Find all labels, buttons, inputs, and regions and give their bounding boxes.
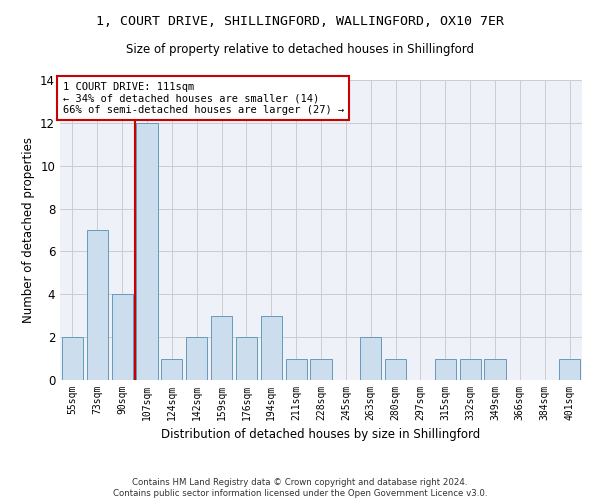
X-axis label: Distribution of detached houses by size in Shillingford: Distribution of detached houses by size …: [161, 428, 481, 442]
Text: 1 COURT DRIVE: 111sqm
← 34% of detached houses are smaller (14)
66% of semi-deta: 1 COURT DRIVE: 111sqm ← 34% of detached …: [62, 82, 344, 114]
Bar: [559, 358, 580, 380]
Bar: [236, 337, 257, 380]
Bar: [87, 230, 108, 380]
Bar: [62, 337, 83, 380]
Text: Contains HM Land Registry data © Crown copyright and database right 2024.
Contai: Contains HM Land Registry data © Crown c…: [113, 478, 487, 498]
Bar: [484, 358, 506, 380]
Bar: [136, 123, 158, 380]
Bar: [460, 358, 481, 380]
Bar: [211, 316, 232, 380]
Bar: [112, 294, 133, 380]
Bar: [186, 337, 207, 380]
Bar: [161, 358, 182, 380]
Bar: [261, 316, 282, 380]
Y-axis label: Number of detached properties: Number of detached properties: [22, 137, 35, 323]
Text: 1, COURT DRIVE, SHILLINGFORD, WALLINGFORD, OX10 7ER: 1, COURT DRIVE, SHILLINGFORD, WALLINGFOR…: [96, 15, 504, 28]
Bar: [310, 358, 332, 380]
Bar: [385, 358, 406, 380]
Bar: [435, 358, 456, 380]
Text: Size of property relative to detached houses in Shillingford: Size of property relative to detached ho…: [126, 42, 474, 56]
Bar: [286, 358, 307, 380]
Bar: [360, 337, 381, 380]
